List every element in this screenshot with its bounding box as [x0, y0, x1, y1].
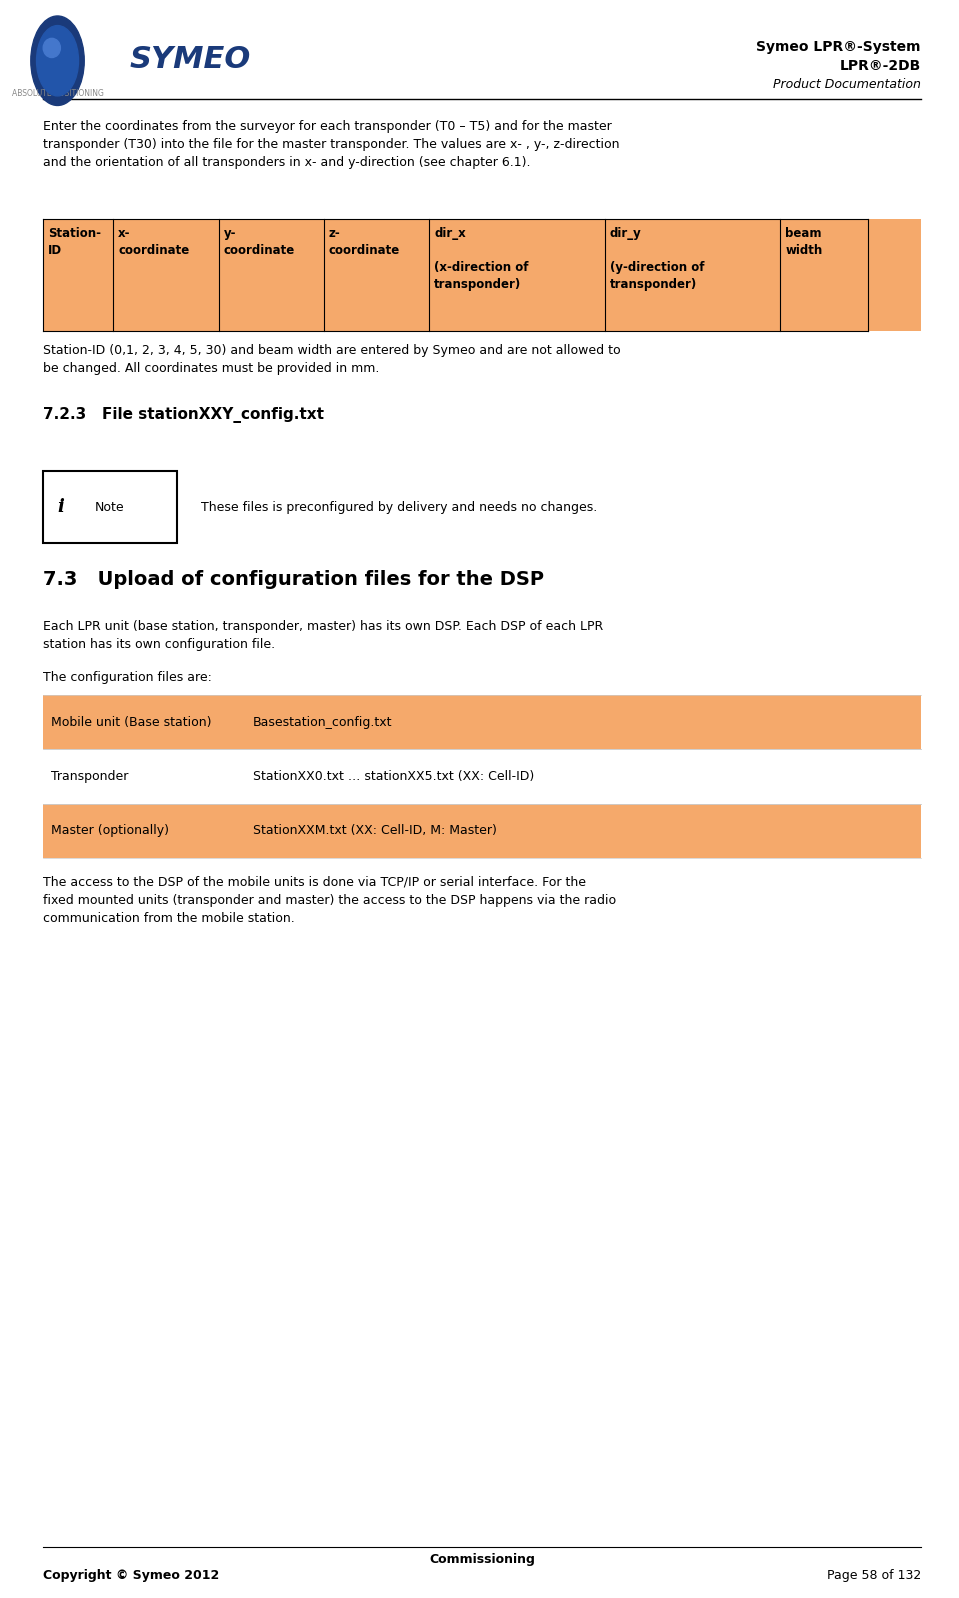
Text: Note: Note [95, 500, 125, 515]
Text: StationXXM.txt (XX: Cell-ID, M: Master): StationXXM.txt (XX: Cell-ID, M: Master) [253, 825, 497, 837]
Text: 7.2.3   File stationXXY_config.txt: 7.2.3 File stationXXY_config.txt [43, 407, 324, 423]
Text: dir_x

(x-direction of
transponder): dir_x (x-direction of transponder) [434, 227, 528, 291]
Text: Transponder: Transponder [51, 770, 129, 783]
Text: Station-
ID: Station- ID [48, 227, 101, 257]
Text: Each LPR unit (base station, transponder, master) has its own DSP. Each DSP of e: Each LPR unit (base station, transponder… [43, 620, 603, 650]
Bar [43, 219, 921, 331]
Bar [43, 749, 921, 804]
Ellipse shape [43, 38, 60, 58]
Text: The configuration files are:: The configuration files are: [43, 671, 212, 684]
Text: ABSOLUTE POSITIONING: ABSOLUTE POSITIONING [12, 89, 104, 99]
Text: dir_y

(y-direction of
transponder): dir_y (y-direction of transponder) [610, 227, 704, 291]
Text: LPR®-2DB: LPR®-2DB [839, 59, 921, 74]
Text: Basestation_config.txt: Basestation_config.txt [253, 716, 392, 729]
Text: i: i [57, 499, 64, 516]
Text: StationXX0.txt … stationXX5.txt (XX: Cell-ID): StationXX0.txt … stationXX5.txt (XX: Cel… [253, 770, 534, 783]
Text: Product Documentation: Product Documentation [773, 78, 921, 91]
Text: y-
coordinate: y- coordinate [223, 227, 294, 257]
Text: beam
width: beam width [785, 227, 823, 257]
Text: Page 58 of 132: Page 58 of 132 [827, 1569, 921, 1582]
Text: Station-ID (0,1, 2, 3, 4, 5, 30) and beam width are entered by Symeo and are not: Station-ID (0,1, 2, 3, 4, 5, 30) and bea… [43, 344, 620, 374]
Text: Symeo LPR®-System: Symeo LPR®-System [757, 40, 921, 54]
Bar [43, 695, 921, 749]
Bar [43, 804, 921, 858]
Text: z-
coordinate: z- coordinate [329, 227, 400, 257]
Text: Mobile unit (Base station): Mobile unit (Base station) [51, 716, 211, 729]
Text: Enter the coordinates from the surveyor for each transponder (T0 – T5) and for t: Enter the coordinates from the surveyor … [43, 120, 620, 169]
Circle shape [36, 26, 79, 96]
Text: The access to the DSP of the mobile units is done via TCP/IP or serial interface: The access to the DSP of the mobile unit… [43, 876, 617, 925]
FancyBboxPatch shape [43, 471, 176, 543]
Text: SYMEO: SYMEO [129, 45, 250, 74]
Text: Commissioning: Commissioning [429, 1553, 535, 1566]
Text: 7.3   Upload of configuration files for the DSP: 7.3 Upload of configuration files for th… [43, 570, 544, 590]
Text: x-
coordinate: x- coordinate [118, 227, 190, 257]
Text: These files is preconfigured by delivery and needs no changes.: These files is preconfigured by delivery… [200, 500, 596, 515]
Circle shape [31, 16, 84, 105]
Text: Master (optionally): Master (optionally) [51, 825, 169, 837]
Text: Copyright © Symeo 2012: Copyright © Symeo 2012 [43, 1569, 220, 1582]
